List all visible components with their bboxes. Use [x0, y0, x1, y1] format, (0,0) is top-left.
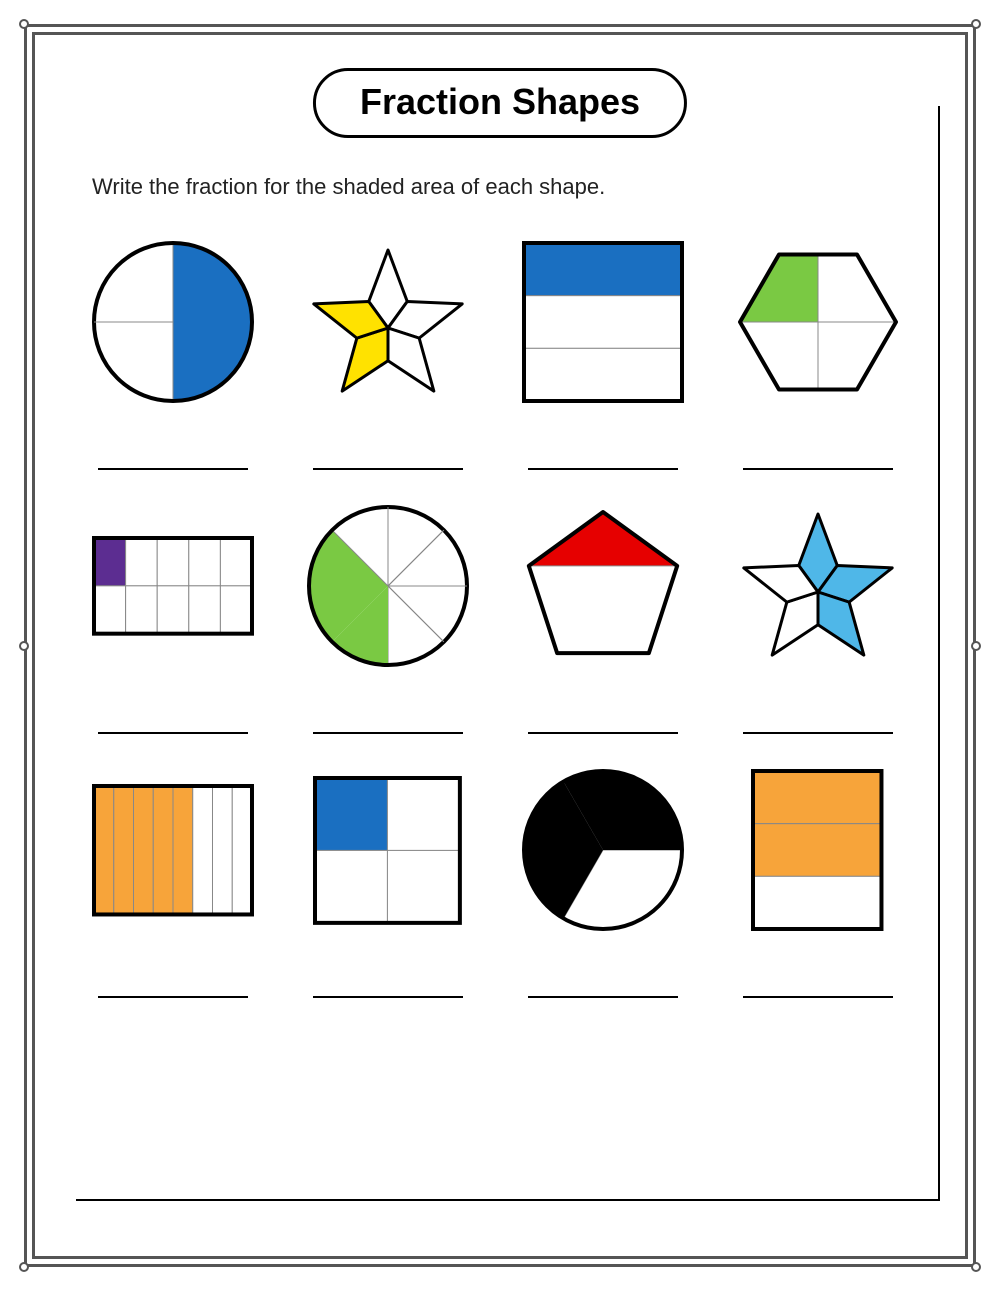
answer-blank[interactable]: [528, 468, 678, 470]
shape-cell-star-fifths-2: [725, 496, 910, 734]
answer-blank[interactable]: [743, 732, 893, 734]
rivet-icon: [971, 641, 981, 651]
fraction-shape: [298, 760, 478, 940]
shape-cell-square-8cols: [80, 760, 265, 998]
answer-blank[interactable]: [98, 996, 248, 998]
rivet-icon: [971, 19, 981, 29]
answer-blank[interactable]: [98, 732, 248, 734]
fraction-shape: [298, 496, 478, 676]
shape-cell-circle-eighths: [295, 496, 480, 734]
fraction-shape: [728, 232, 908, 412]
shape-cell-grid-5x2: [80, 496, 265, 734]
fraction-shape: [83, 232, 263, 412]
answer-blank[interactable]: [743, 468, 893, 470]
fraction-shape: [83, 760, 263, 940]
fraction-shape: [513, 496, 693, 676]
shape-cell-square-3rows: [510, 232, 695, 470]
rivet-icon: [19, 1262, 29, 1272]
answer-blank[interactable]: [313, 996, 463, 998]
fraction-shape: [513, 232, 693, 412]
shape-cell-circle-thirds: [510, 760, 695, 998]
shape-cell-circle-quarters: [80, 232, 265, 470]
shapes-grid: [80, 232, 910, 998]
fraction-shape: [513, 760, 693, 940]
answer-blank[interactable]: [528, 732, 678, 734]
answer-blank[interactable]: [98, 468, 248, 470]
fraction-shape: [83, 496, 263, 676]
fraction-shape: [728, 760, 908, 940]
answer-blank[interactable]: [743, 996, 893, 998]
answer-blank[interactable]: [528, 996, 678, 998]
answer-blank[interactable]: [313, 732, 463, 734]
instructions-text: Write the fraction for the shaded area o…: [92, 174, 605, 200]
page-title: Fraction Shapes: [313, 68, 687, 138]
shape-cell-square-quarters: [295, 760, 480, 998]
worksheet-page: Fraction Shapes Write the fraction for t…: [0, 0, 1000, 1291]
fraction-shape: [728, 496, 908, 676]
rivet-icon: [19, 19, 29, 29]
shape-cell-pentagon-halves: [510, 496, 695, 734]
shape-cell-hexagon-quarters: [725, 232, 910, 470]
rivet-icon: [19, 641, 29, 651]
rivet-icon: [971, 1262, 981, 1272]
fraction-shape: [298, 232, 478, 412]
shape-cell-star-fifths-1: [295, 232, 480, 470]
shape-cell-rect-3rows: [725, 760, 910, 998]
answer-blank[interactable]: [313, 468, 463, 470]
